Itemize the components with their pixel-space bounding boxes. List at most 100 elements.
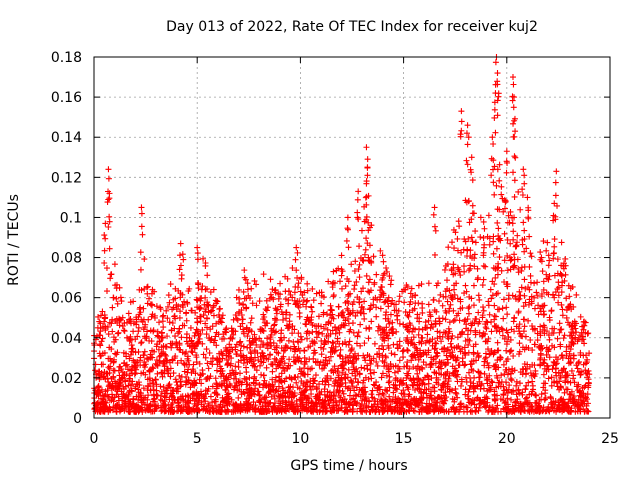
data-point: [101, 247, 108, 254]
data-point: [229, 328, 236, 335]
data-point: [197, 388, 204, 395]
data-point: [472, 408, 479, 415]
data-point: [561, 403, 568, 410]
data-point: [190, 381, 197, 388]
data-point: [310, 297, 317, 304]
data-point: [184, 399, 191, 406]
data-point: [442, 380, 449, 387]
data-point: [346, 338, 353, 345]
data-point: [521, 360, 528, 367]
data-point: [541, 330, 548, 337]
data-point: [430, 324, 437, 330]
data-point: [324, 392, 331, 399]
data-point: [416, 377, 423, 384]
data-point: [271, 392, 278, 399]
data-point: [335, 377, 342, 384]
data-point: [479, 282, 486, 289]
data-point: [301, 365, 308, 372]
data-point: [536, 408, 543, 415]
data-point: [193, 389, 200, 396]
data-point: [170, 408, 177, 415]
data-point: [557, 326, 564, 333]
data-point: [464, 393, 471, 400]
data-point: [541, 302, 548, 309]
data-point: [442, 262, 449, 269]
data-point: [121, 394, 128, 401]
data-point: [330, 392, 337, 399]
data-point: [106, 403, 113, 410]
data-point: [419, 334, 426, 341]
y-tick-label: 0.16: [51, 90, 82, 106]
data-point: [502, 398, 509, 405]
data-point: [540, 278, 547, 285]
data-point: [275, 295, 282, 302]
data-point: [191, 332, 198, 339]
data-point: [154, 392, 161, 399]
data-point: [283, 309, 290, 316]
data-point: [485, 298, 492, 305]
data-point: [494, 347, 501, 354]
data-point: [173, 379, 180, 386]
data-point: [404, 326, 411, 333]
data-point: [331, 382, 338, 389]
data-point: [297, 288, 304, 295]
data-point: [142, 371, 149, 378]
data-point: [184, 392, 191, 399]
data-point: [561, 332, 568, 339]
data-point: [585, 376, 592, 383]
data-point: [304, 280, 311, 287]
data-point: [294, 403, 301, 410]
data-point: [500, 208, 507, 215]
data-point: [496, 328, 503, 335]
data-point: [286, 318, 293, 325]
data-point: [420, 359, 427, 366]
data-point: [511, 408, 518, 415]
data-point: [563, 295, 570, 302]
data-point: [376, 296, 383, 303]
data-point: [161, 390, 168, 397]
data-point: [585, 330, 592, 337]
data-point: [445, 408, 452, 415]
data-point: [235, 394, 242, 401]
data-point: [465, 310, 472, 317]
data-point: [521, 180, 528, 187]
data-point: [197, 297, 204, 304]
data-point: [525, 284, 532, 291]
data-point: [178, 373, 185, 380]
data-point: [271, 346, 278, 353]
data-point: [251, 277, 258, 284]
data-point: [206, 375, 213, 382]
data-point: [465, 388, 472, 395]
data-point: [433, 340, 440, 347]
data-point: [244, 280, 251, 287]
data-point: [368, 403, 375, 410]
data-point: [442, 288, 449, 295]
data-point: [263, 394, 270, 401]
y-tick-label: 0: [73, 411, 82, 427]
data-point: [345, 278, 352, 285]
data-point: [192, 309, 199, 316]
data-point: [261, 377, 268, 384]
data-point: [359, 408, 366, 415]
data-point: [400, 347, 407, 354]
data-point: [361, 365, 368, 372]
data-point: [96, 376, 103, 383]
data-point: [510, 353, 517, 360]
data-point: [479, 333, 486, 340]
data-point: [316, 408, 323, 415]
data-point: [371, 369, 378, 376]
data-point: [324, 372, 331, 379]
data-point: [577, 371, 584, 378]
data-point: [501, 371, 508, 378]
data-point: [470, 282, 477, 289]
data-point: [111, 378, 118, 385]
data-point: [272, 374, 279, 381]
data-point: [424, 324, 431, 331]
data-point: [97, 342, 104, 349]
data-point: [224, 406, 231, 413]
data-point: [543, 289, 550, 296]
data-point: [304, 287, 311, 294]
data-point: [204, 388, 211, 395]
data-point: [431, 395, 438, 402]
data-point: [123, 361, 130, 368]
